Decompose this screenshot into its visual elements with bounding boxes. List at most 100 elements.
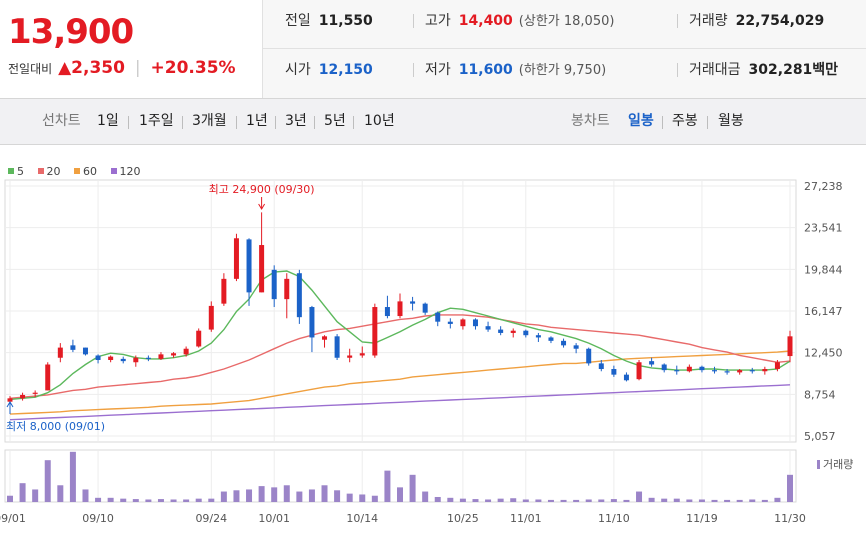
candle-body [384, 307, 390, 317]
price-change: 전일대비 ▲2,350 | +20.35% [8, 58, 236, 78]
volume-bar [673, 498, 680, 502]
x-tick-label: 10/14 [346, 512, 378, 525]
candle-body [674, 370, 680, 372]
candle-body [498, 329, 504, 333]
candle-body [322, 336, 328, 340]
period-1y-tab[interactable]: 1년 [246, 113, 268, 129]
volume-bar [132, 499, 139, 502]
ma-legend: 5 20 60 120 [8, 165, 151, 179]
x-tick-label: 11/10 [598, 512, 630, 525]
period-1w-tab[interactable]: 1주일 [139, 113, 174, 129]
y-tick-label: 5,057 [804, 430, 836, 443]
candle-body [334, 336, 340, 358]
candle-body [158, 354, 164, 359]
volume-bar [510, 498, 517, 502]
ma5-line [9, 270, 791, 401]
candle-daily-tab[interactable]: 일봉 [628, 113, 654, 129]
volume-bar [334, 490, 341, 502]
low-price: 저가 11,600 (하한가 9,750) [412, 49, 606, 97]
volume-bar [32, 489, 39, 502]
volume-bar [371, 495, 378, 502]
volume-bar [107, 497, 114, 502]
x-tick-label: 11/01 [510, 512, 542, 525]
y-tick-label: 16,147 [804, 305, 843, 318]
period-10y-tab[interactable]: 10년 [364, 113, 395, 129]
candle-body [183, 348, 189, 355]
volume-bar [283, 485, 290, 502]
volume-bar [724, 499, 731, 502]
volume-bar [195, 498, 202, 502]
volume-bar [749, 499, 756, 502]
candle-body [359, 353, 365, 356]
volume-bar [711, 499, 718, 502]
trading-volume: 거래량 22,754,029 [676, 0, 824, 48]
volume-bar [535, 499, 542, 502]
candle-body [45, 364, 51, 391]
low-annotation: 최저 8,000 (09/01) [6, 420, 105, 433]
candle-body [296, 273, 302, 318]
x-tick-label: 10/01 [258, 512, 290, 525]
volume-bar [183, 499, 190, 502]
candle-body [347, 355, 353, 358]
candle-body [661, 364, 667, 371]
candle-weekly-tab[interactable]: 주봉 [672, 113, 698, 129]
candle-body [636, 362, 642, 380]
candle-body [397, 301, 403, 317]
volume-bar [522, 499, 529, 502]
candle-body [259, 245, 265, 293]
volume-bar [321, 485, 328, 502]
period-3m-tab[interactable]: 3개월 [192, 113, 227, 129]
candle-body [145, 357, 151, 359]
current-price: 13,900 [8, 12, 134, 52]
low-annotation-arrowhead [6, 401, 14, 408]
change-value: 2,350 [71, 58, 125, 78]
legend-ma5-swatch [8, 168, 14, 174]
x-tick-label: 09/01 [0, 512, 26, 525]
x-tick-label: 11/19 [686, 512, 718, 525]
high-annotation-arrowhead [258, 203, 266, 210]
ma20-line [9, 314, 791, 399]
volume-bar [598, 499, 605, 502]
volume-bar [623, 499, 630, 502]
candle-body [309, 307, 315, 338]
volume-bar [698, 499, 705, 502]
candle-body [246, 239, 252, 293]
volume-bar [736, 499, 743, 502]
legend-ma60-swatch [74, 168, 80, 174]
candle-body [233, 238, 239, 279]
volume-bar [761, 499, 768, 502]
candle-body [535, 335, 541, 338]
volume-bar [170, 499, 177, 502]
candle-body [460, 319, 466, 327]
candle-body [208, 305, 214, 330]
volume-bar [573, 499, 580, 502]
volume-bar [485, 499, 492, 502]
volume-bar [497, 498, 504, 502]
volume-bar [208, 498, 215, 502]
candle-monthly-tab[interactable]: 월봉 [718, 113, 744, 129]
volume-bar [774, 497, 781, 502]
legend-ma20: 20 [37, 165, 61, 178]
candle-body [82, 347, 88, 355]
period-1d-tab[interactable]: 1일 [97, 113, 119, 129]
candle-body [196, 330, 202, 347]
legend-ma120: 120 [110, 165, 141, 178]
y-tick-label: 12,450 [804, 347, 843, 360]
x-tick-label: 10/25 [447, 512, 479, 525]
volume-bar [686, 499, 693, 502]
period-5y-tab[interactable]: 5년 [324, 113, 346, 129]
volume-bar [547, 499, 554, 502]
x-tick-label: 09/10 [82, 512, 114, 525]
candle-body [221, 278, 227, 304]
trading-amount: 거래대금 302,281백만 [676, 49, 838, 97]
volume-bar [610, 499, 617, 502]
candle-body [523, 330, 529, 336]
candle-body [749, 370, 755, 372]
candle-body [108, 356, 114, 361]
candle-body [561, 340, 567, 346]
legend-ma20-swatch [37, 168, 44, 174]
candle-body [586, 348, 592, 364]
period-3y-tab[interactable]: 3년 [285, 113, 307, 129]
volume-bar [271, 487, 278, 502]
candle-body [32, 392, 38, 394]
